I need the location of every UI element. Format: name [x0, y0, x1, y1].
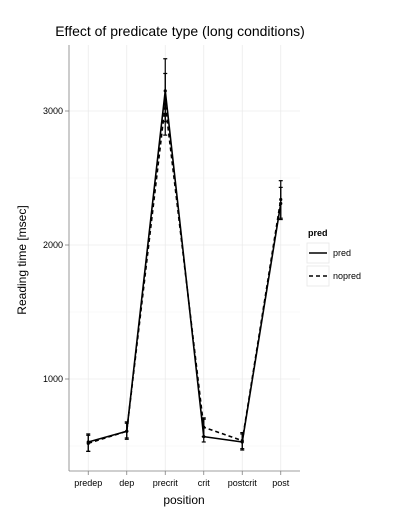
x-tick-label: predep	[74, 478, 102, 488]
y-tick-label: 3000	[43, 106, 63, 116]
x-ticks: predep dep precrit crit postcrit post	[74, 471, 290, 488]
legend-label-nopred: nopred	[333, 271, 361, 281]
y-tick-label: 1000	[43, 374, 63, 384]
data-point-nopred	[240, 439, 244, 443]
series-line-pred	[88, 90, 282, 443]
data-point-nopred	[279, 197, 283, 202]
y-tick-label: 2000	[43, 240, 63, 250]
legend-label-pred: pred	[333, 248, 351, 258]
series-layer	[86, 58, 283, 452]
x-tick-label: precrit	[153, 478, 179, 488]
x-tick-label: postcrit	[228, 478, 258, 488]
x-axis-label: position	[163, 493, 204, 507]
data-point-nopred	[163, 102, 167, 106]
legend-title: pred	[308, 228, 328, 238]
legend: pred pred nopred	[306, 228, 361, 287]
x-tick-label: crit	[198, 478, 210, 488]
x-tick-label: dep	[119, 478, 134, 488]
data-point-nopred	[86, 441, 90, 445]
chart-title: Effect of predicate type (long condition…	[55, 23, 305, 39]
data-point-nopred	[125, 429, 129, 433]
y-ticks: 1000 2000 3000	[43, 106, 69, 384]
y-axis-label: Reading time [msec]	[15, 205, 29, 314]
series-line-nopred	[88, 103, 282, 445]
x-tick-label: post	[272, 478, 290, 488]
data-point-nopred	[202, 425, 206, 429]
